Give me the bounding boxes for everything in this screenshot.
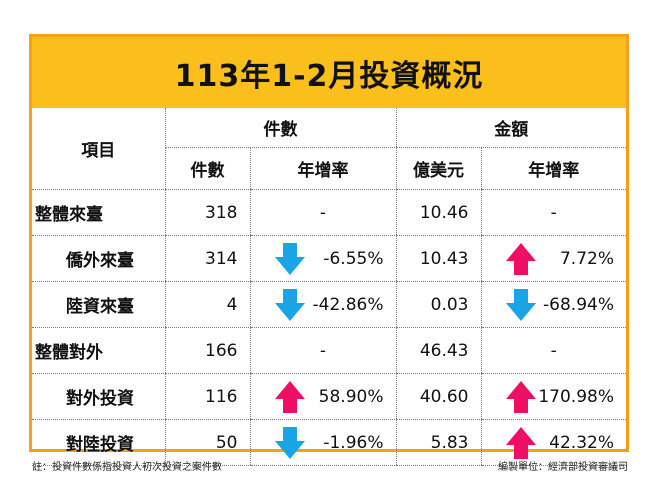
source-credit: 編製單位：經濟部投資審議司 (498, 462, 628, 473)
header-count-growth: 年增率 (249, 147, 396, 190)
amount-growth-cell: 7.72% (480, 235, 626, 282)
count-growth-cell: - (249, 327, 396, 374)
arrow-up-icon (505, 427, 536, 459)
row-label: 陸資來臺 (32, 281, 165, 328)
amount-cell: 5.83 (395, 419, 481, 466)
amount-growth-cell: 42.32% (480, 419, 626, 466)
header-amount-group: 金額 (395, 108, 626, 148)
count-growth-cell: 58.90% (249, 373, 396, 420)
arrow-down-icon (274, 243, 305, 275)
amount-cell: 10.43 (395, 235, 481, 282)
count-cell: 50 (164, 419, 250, 466)
arrow-up-icon (505, 243, 536, 275)
row-label: 對外投資 (32, 373, 165, 420)
arrow-up-icon (505, 381, 536, 413)
count-cell: 166 (164, 327, 250, 374)
arrow-up-icon (274, 381, 305, 413)
amount-growth-value: -68.94% (543, 294, 614, 315)
amount-growth-cell: -68.94% (480, 281, 626, 328)
amount-cell: 10.46 (395, 189, 481, 236)
arrow-down-icon (274, 427, 305, 459)
investment-overview-card: 113年1-2月投資概況 項目 件數 金額 件數 年增率 億美元 年增率 整體來… (29, 34, 629, 466)
count-growth-cell: -42.86% (249, 281, 396, 328)
count-growth-cell: -1.96% (249, 419, 396, 466)
amount-growth-value: 42.32% (549, 432, 614, 453)
header-count-group: 件數 (164, 108, 396, 148)
header-item: 項目 (32, 108, 165, 190)
count-cell: 314 (164, 235, 250, 282)
count-cell: 116 (164, 373, 250, 420)
header-count: 件數 (164, 147, 250, 190)
header-amount-unit: 億美元 (395, 147, 481, 190)
arrow-down-icon (505, 289, 536, 321)
header-amount-growth: 年增率 (480, 147, 626, 190)
count-growth-value: -1.96% (323, 432, 384, 453)
count-growth-value: 58.90% (318, 386, 384, 407)
row-label: 整體對外 (32, 327, 165, 374)
table-row: 陸資來臺 4 -42.86% 0.03 -68.94% (32, 281, 626, 328)
row-label: 對陸投資 (32, 419, 165, 466)
amount-cell: 40.60 (395, 373, 481, 420)
amount-growth-cell: - (480, 327, 626, 374)
row-label: 整體來臺 (32, 189, 165, 236)
amount-growth-value: 7.72% (559, 248, 614, 269)
count-growth-value: -42.86% (312, 294, 384, 315)
count-growth-value: -6.55% (323, 248, 384, 269)
count-growth-cell: -6.55% (249, 235, 396, 282)
table-row: 整體對外 166 - 46.43 - (32, 327, 626, 374)
page-title: 113年1-2月投資概況 (32, 37, 626, 108)
investment-table: 項目 件數 金額 件數 年增率 億美元 年增率 整體來臺 318 - 10.46… (32, 108, 626, 466)
table-row: 僑外來臺 314 -6.55% 10.43 7.72% (32, 235, 626, 282)
header-row-1: 項目 件數 金額 (32, 108, 626, 190)
count-cell: 4 (164, 281, 250, 328)
table-row: 整體來臺 318 - 10.46 - (32, 189, 626, 236)
amount-cell: 0.03 (395, 281, 481, 328)
count-cell: 318 (164, 189, 250, 236)
table-row: 對陸投資 50 -1.96% 5.83 42.32% (32, 419, 626, 466)
amount-growth-cell: - (480, 189, 626, 236)
amount-cell: 46.43 (395, 327, 481, 374)
amount-growth-cell: 170.98% (480, 373, 626, 420)
table-row: 對外投資 116 58.90% 40.60 170.98% (32, 373, 626, 420)
arrow-down-icon (274, 289, 305, 321)
footnote: 註：投資件數係指投資人初次投資之案件數 (32, 462, 222, 473)
header-row-2: 件數 年增率 億美元 年增率 (32, 147, 626, 190)
row-label: 僑外來臺 (32, 235, 165, 282)
count-growth-cell: - (249, 189, 396, 236)
amount-growth-value: 170.98% (538, 386, 614, 407)
